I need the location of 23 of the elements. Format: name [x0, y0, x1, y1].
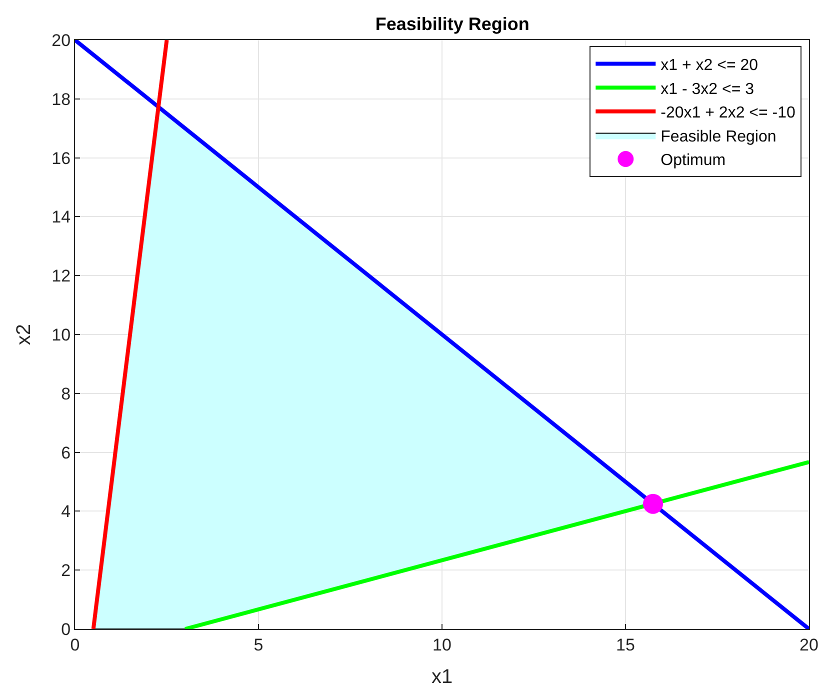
legend-label: -20x1 + 2x2 <= -10: [660, 104, 796, 122]
y-tick-label: 8: [61, 384, 71, 404]
x-axis-title: x1: [431, 666, 453, 688]
x-tick-label: 20: [800, 635, 818, 654]
y-tick-label: 18: [52, 90, 71, 109]
x-tick-label: 15: [616, 635, 635, 654]
y-tick-label: 20: [52, 30, 71, 50]
legend-label: x1 + x2 <= 20: [660, 57, 758, 74]
chart-title: Feasibility Region: [375, 14, 530, 34]
x-tick-label: 10: [432, 635, 452, 654]
y-axis-title: x2: [13, 324, 36, 346]
y-tick-label: 10: [52, 325, 71, 344]
legend-label: Feasible Region: [660, 128, 776, 146]
y-tick-label: 12: [52, 266, 71, 286]
legend-label: x1 - 3x2 <= 3: [660, 80, 754, 98]
legend-label: Optimum: [660, 152, 726, 170]
x-tick-label: 5: [254, 635, 264, 654]
y-tick-label: 14: [52, 208, 71, 227]
y-tick-label: 2: [61, 561, 71, 580]
y-tick-label: 4: [61, 502, 71, 522]
y-tick-label: 6: [61, 443, 71, 462]
y-tick-label: 16: [52, 148, 71, 168]
y-tick-label: 0: [61, 620, 71, 639]
